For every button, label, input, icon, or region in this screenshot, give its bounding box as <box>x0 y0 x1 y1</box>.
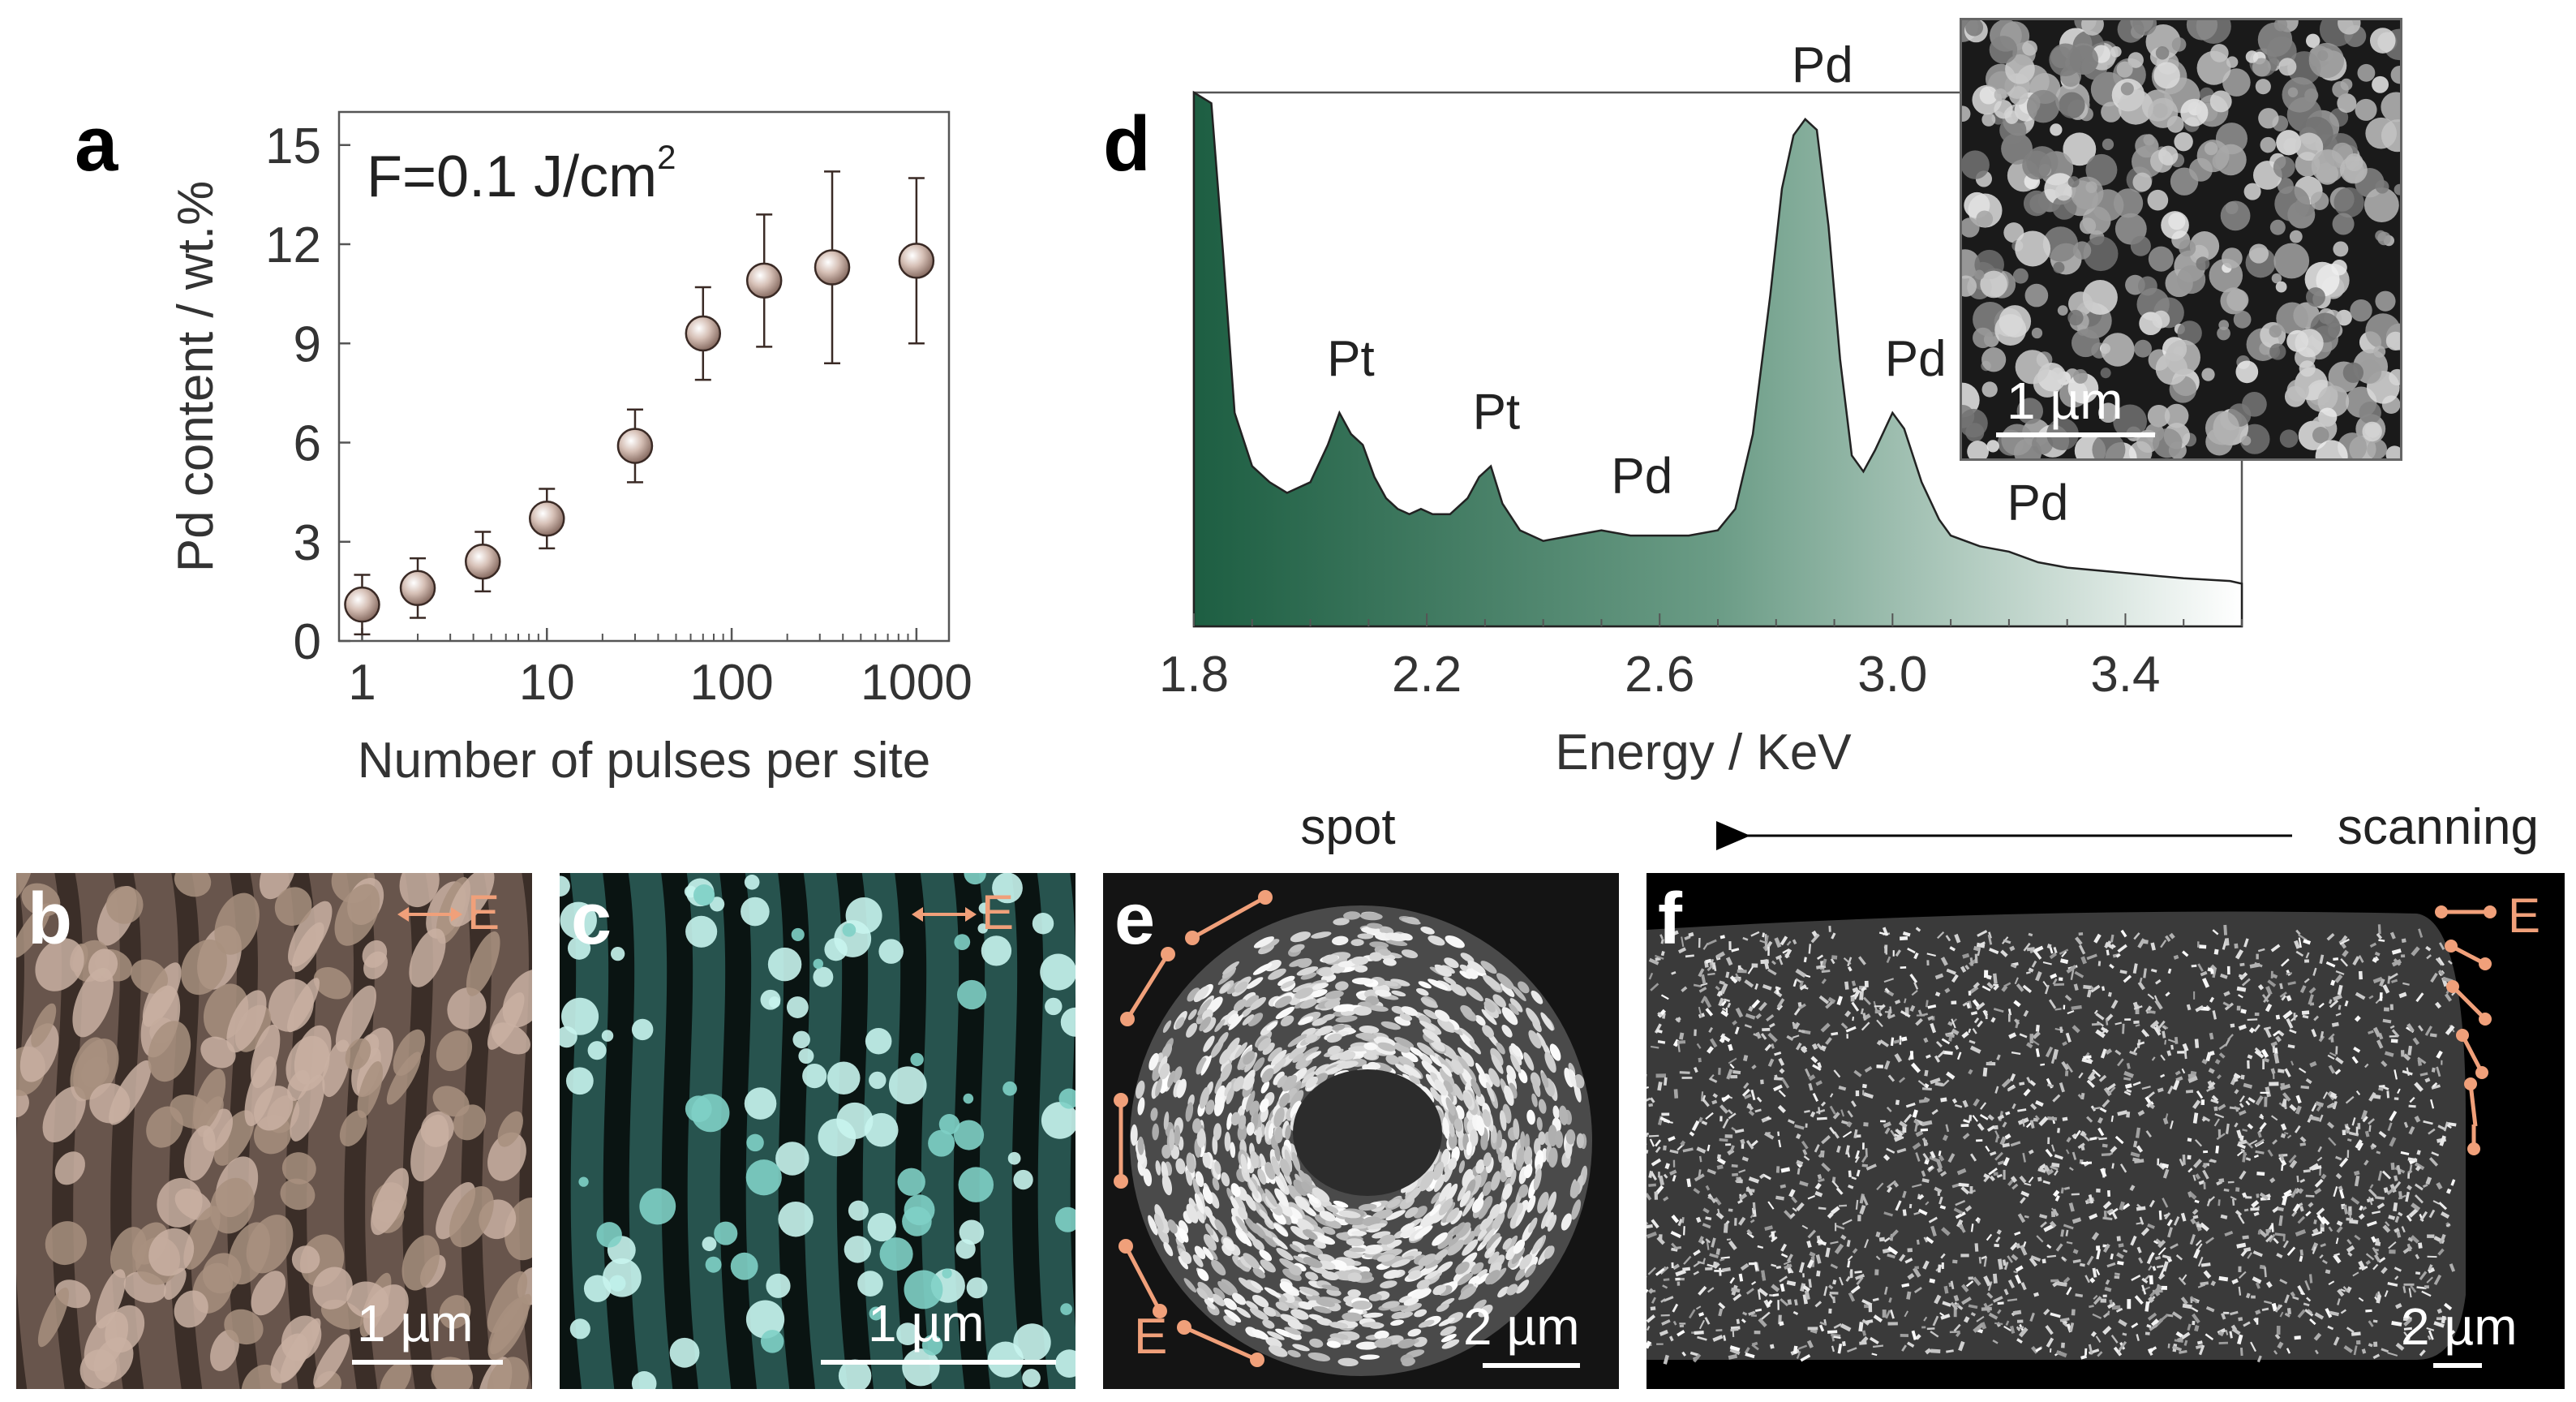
chart-d-peak-label: Pd <box>1611 449 1672 505</box>
panel-b-scalebar-label: 1 µm <box>357 1294 474 1353</box>
panel-letter-c: c <box>571 879 612 960</box>
chart-d: 1.8 2.2 2.6 3.0 3.4 Pt Pt Pd Pd Pd Pd Energy / Ke… <box>1103 37 2243 781</box>
panel-f-texture <box>1646 911 2466 1365</box>
panel-d-inset-scalebar-label: 1 µm <box>2007 372 2123 430</box>
panel-letter-f: f <box>1658 879 1682 960</box>
chart-d-peak-label: Pt <box>1473 385 1521 441</box>
panel-f-title: scanning <box>2338 799 2539 855</box>
panel-e-polarization-arrows <box>1114 890 1273 1367</box>
chart-a-xtick-label: 100 <box>689 655 773 711</box>
chart-a-point <box>344 586 380 623</box>
chart-a-ytick-label: 15 <box>265 118 321 174</box>
panel-letter-d: d <box>1103 101 1151 187</box>
chart-d-xtick-label: 3.4 <box>2090 647 2160 703</box>
panel-e-texture <box>1130 905 1592 1376</box>
chart-d-xtick-label: 3.0 <box>1857 647 1927 703</box>
chart-a-point <box>529 500 565 537</box>
chart-d-peak-label: Pd <box>1792 37 1853 93</box>
panel-f-scalebar-label: 2 µm <box>2401 1297 2518 1356</box>
chart-a-frame <box>337 110 951 643</box>
chart-a-ytick-label: 12 <box>265 217 321 273</box>
panel-b-texture <box>16 873 532 1389</box>
panel-letter-a: a <box>75 101 118 187</box>
chart-d-x-axis: 1.8 2.2 2.6 3.0 3.4 <box>1159 613 2243 703</box>
chart-a-xtick-label: 1000 <box>861 655 972 711</box>
chart-a-ytick-label: 0 <box>294 614 321 670</box>
chart-a-ytick-label: 9 <box>294 316 321 372</box>
panel-d-inset-texture <box>1962 20 2400 458</box>
chart-d-peak-label: Pt <box>1327 331 1375 387</box>
panel-c-scalebar-label: 1 µm <box>868 1294 985 1353</box>
panel-letter-b: b <box>28 879 72 960</box>
chart-a-point <box>745 262 783 299</box>
panel-d-inset-sem: 1 µm <box>1960 18 2402 461</box>
panel-c-polarization-label: E <box>981 885 1015 940</box>
panel-c-sem: c E 1 µm <box>560 873 1075 1389</box>
chart-a-point <box>685 315 722 352</box>
chart-a-xtick-label: 1 <box>348 655 376 711</box>
panel-f-scalebar <box>2433 1363 2482 1368</box>
panel-e-title: spot <box>1300 799 1395 855</box>
panel-f-sem: f E 2 µm <box>1646 873 2565 1389</box>
chart-a-ytick-label: 6 <box>294 416 321 472</box>
chart-d-spectrum-area <box>1192 90 2243 628</box>
chart-a-annotation: F=0.1 J/cm2 <box>367 138 676 209</box>
chart-d-xtick-label: 1.8 <box>1159 647 1229 703</box>
chart-a-ylabel: Pd content / wt.% <box>168 181 224 572</box>
chart-d-peak-labels: Pt Pt Pd Pd Pd Pd <box>1327 37 2068 531</box>
chart-a-point <box>399 570 436 607</box>
chart-a-x-axis: 1 10 100 1000 <box>348 628 972 711</box>
chart-a-point <box>465 543 501 580</box>
panel-c-texture <box>560 873 1075 1389</box>
panel-e-scalebar-label: 2 µm <box>1463 1297 1580 1356</box>
chart-d-xtick-label: 2.2 <box>1392 647 1462 703</box>
panel-b-polarization-arrow <box>397 907 462 922</box>
chart-a-point <box>616 428 654 464</box>
panel-b-scalebar <box>352 1360 503 1365</box>
panel-f-polarization-label: E <box>2508 888 2541 943</box>
panel-e-polarization-label: E <box>1134 1309 1168 1365</box>
chart-a-series <box>344 170 935 636</box>
panel-d-inset-scalebar <box>1996 432 2155 437</box>
chart-a: 0 3 6 9 12 15 1 10 100 1000 F=0.1 J/cm2 Number o… <box>75 101 972 789</box>
panel-b-polarization-label: E <box>467 885 500 940</box>
panel-letter-e: e <box>1114 879 1156 960</box>
chart-a-xtick-label: 10 <box>519 655 575 711</box>
chart-d-peak-label: Pd <box>1885 331 1947 387</box>
panel-e-sem: e E 2 µm <box>1103 873 1619 1389</box>
panel-c-polarization-arrow <box>912 907 977 922</box>
chart-a-point <box>814 249 851 286</box>
chart-d-peak-label: Pd <box>2007 475 2069 531</box>
chart-a-point <box>898 243 935 279</box>
chart-d-xtick-label: 2.6 <box>1625 647 1694 703</box>
chart-d-xlabel: Energy / KeV <box>1555 725 1852 781</box>
chart-a-y-axis: 0 3 6 9 12 15 <box>265 118 350 670</box>
chart-a-ytick-label: 3 <box>294 515 321 571</box>
panel-e-scalebar <box>1483 1363 1580 1368</box>
panel-f-polarization-arrows <box>2435 905 2497 1155</box>
panel-c-scalebar <box>821 1360 1056 1365</box>
chart-a-xlabel: Number of pulses per site <box>358 733 930 789</box>
panel-b-sem: b E 1 µm <box>16 873 532 1389</box>
